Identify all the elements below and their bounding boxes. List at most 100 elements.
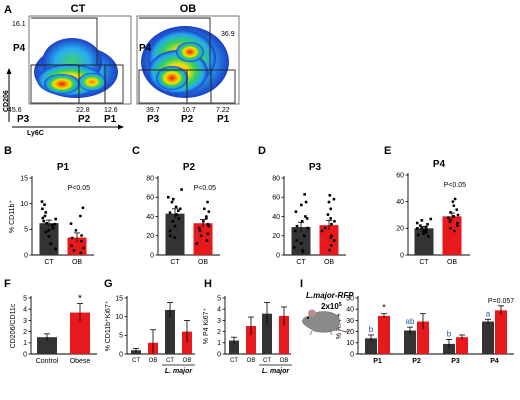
x-tick-label-c-1: OB xyxy=(198,259,208,266)
chart-i: 0 10 20 30 40 50 % RFP+ b * P1 ab P2 b P3 a P=0.057 P4 xyxy=(336,295,514,365)
x-tick-label-b-1: OB xyxy=(72,259,82,266)
data-point-b-ob-3 xyxy=(74,228,78,232)
data-point-d-ct-14 xyxy=(301,248,304,252)
bar-b-ct xyxy=(39,223,59,255)
gate-label-p4-ct: P4 xyxy=(13,43,26,54)
data-point-c-ct-10 xyxy=(171,220,175,223)
data-point-e-ob-5 xyxy=(456,213,460,217)
bar-g-2 xyxy=(165,309,175,354)
data-point-c-ob-1 xyxy=(202,207,206,211)
data-point-e-ob-10 xyxy=(456,221,459,225)
chart-d: 0 20 40 60 80 P3 CT OB xyxy=(272,162,346,266)
bar-e-ct xyxy=(414,228,434,255)
data-point-b-ob-6 xyxy=(80,239,83,243)
annotation-e: P<0.05 xyxy=(444,182,466,189)
gate-pct-p2-ob: 10.7 xyxy=(182,107,196,114)
x-tick-label-i-3: P4 xyxy=(490,358,499,365)
gate-pct-p4-ob: 36.9 xyxy=(221,31,235,38)
y-label-g: % CD11b⁺Ki67⁺ xyxy=(105,300,112,351)
data-point-b-ob-1 xyxy=(78,214,82,218)
x-tick-label-g-2: CT xyxy=(166,358,174,364)
data-point-b-ct-9 xyxy=(53,222,57,226)
flow-ylabel: CD206 xyxy=(3,90,10,112)
data-point-d-ob-9 xyxy=(320,229,324,233)
bar-f-control xyxy=(37,337,57,354)
x-tick-label-f-1: Obese xyxy=(70,358,91,365)
x-tick-label-d-0: CT xyxy=(296,259,306,266)
data-point-e-ct-10 xyxy=(424,231,428,234)
bar-h-2 xyxy=(262,313,272,354)
mouse-label: L.major-RFP xyxy=(306,291,354,300)
data-point-e-ct-6 xyxy=(420,227,424,230)
y-tick-label-c-3: 60 xyxy=(146,195,154,202)
y-tick-label-i-1: 10 xyxy=(346,340,354,347)
bar-i-p1-red xyxy=(378,315,390,354)
y-tick-label-f-5: 5 xyxy=(23,295,27,302)
data-point-d-ct-15 xyxy=(301,250,305,254)
data-point-b-ob-10 xyxy=(79,251,83,255)
y-tick-label-e-3: 60 xyxy=(396,172,404,179)
y-tick-label-h-1: 1 xyxy=(217,340,221,347)
data-point-e-ct-13 xyxy=(427,235,430,238)
bar-i-p3-red xyxy=(456,337,468,354)
y-tick-label-b-1: 5 xyxy=(24,227,28,234)
data-point-c-ob-11 xyxy=(199,234,203,238)
y-tick-label-f-0: 0 xyxy=(23,351,27,358)
mouse-dose-exponent: 5 xyxy=(339,302,342,308)
data-point-e-ob-1 xyxy=(451,200,455,204)
annotation-i-p4-0: a xyxy=(486,309,491,318)
data-point-c-ob-4 xyxy=(204,217,208,220)
y-tick-label-g-3: 15 xyxy=(115,295,123,302)
data-point-c-ct-11 xyxy=(173,224,177,228)
y-tick-label-b-2: 10 xyxy=(20,201,28,208)
data-point-b-ct-15 xyxy=(49,242,52,246)
data-point-e-ob-6 xyxy=(452,214,456,218)
gate-label-p3-ct: P3 xyxy=(17,114,30,125)
x-tick-label-e-0: CT xyxy=(419,259,429,266)
data-point-d-ct-13 xyxy=(293,246,296,249)
data-point-b-ob-0 xyxy=(81,206,85,210)
y-tick-label-i-0: 0 xyxy=(350,351,354,358)
data-point-d-ct-10 xyxy=(303,234,306,238)
chart-g: 0 5 10 15% CD11b⁺Ki67⁺ CT OB CT OB L. major xyxy=(105,295,195,375)
data-point-c-ct-0 xyxy=(180,188,183,191)
data-point-b-ct-3 xyxy=(44,211,48,214)
data-point-d-ob-5 xyxy=(329,217,333,220)
gate-pct-p3-ct: 45.6 xyxy=(8,107,22,114)
data-point-d-ct-3 xyxy=(294,210,298,213)
data-point-e-ob-7 xyxy=(446,216,450,220)
data-point-d-ct-6 xyxy=(300,220,304,223)
x-tick-label-f-0: Control xyxy=(36,358,59,365)
annotation-i-p1-1: * xyxy=(382,303,386,313)
data-point-c-ct-8 xyxy=(175,213,178,216)
data-point-d-ob-4 xyxy=(326,213,330,216)
data-point-e-ct-3 xyxy=(426,223,429,226)
gate-pct-p1-ob: 7.22 xyxy=(216,107,230,114)
annotation-i-p1-0: b xyxy=(369,325,374,334)
data-point-c-ct-7 xyxy=(168,211,172,214)
x-tick-label-g-3: OB xyxy=(183,358,192,364)
annotation-b: P<0.05 xyxy=(68,185,90,192)
y-tick-label-g-1: 5 xyxy=(119,333,123,340)
data-point-c-ct-13 xyxy=(168,234,172,238)
data-point-b-ct-13 xyxy=(44,230,48,234)
data-point-b-ct-16 xyxy=(54,247,57,251)
x-tick-label-g-0: CT xyxy=(132,358,140,364)
gate-pct-p1-ct: 12.6 xyxy=(104,107,118,114)
bar-c-ob xyxy=(193,223,213,255)
data-point-e-ob-9 xyxy=(448,220,452,224)
gate-label-p2-ob: P2 xyxy=(181,114,194,125)
mouse-dose: 2x105 xyxy=(321,302,342,311)
data-point-e-ob-4 xyxy=(449,210,453,214)
x-tick-label-d-1: OB xyxy=(324,259,334,266)
data-point-b-ct-1 xyxy=(43,203,46,206)
y-tick-label-d-0: 0 xyxy=(276,252,280,259)
group-label-g: L. major xyxy=(165,368,194,375)
data-point-d-ob-3 xyxy=(329,207,333,211)
y-tick-label-i-5: 50 xyxy=(346,295,354,302)
x-tick-label-h-0: CT xyxy=(230,358,238,364)
data-point-d-ct-11 xyxy=(295,239,299,242)
panel-label-e: E xyxy=(384,145,391,157)
data-point-b-ct-8 xyxy=(45,221,48,225)
